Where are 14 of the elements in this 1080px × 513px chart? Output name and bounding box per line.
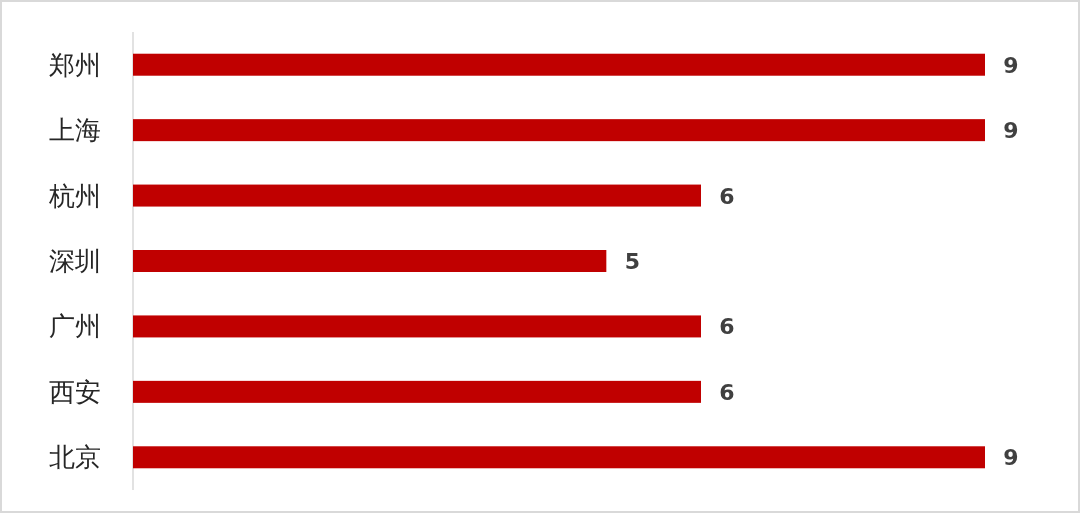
data-label: 9 bbox=[1003, 445, 1019, 471]
y-tick-label: 广州 bbox=[49, 311, 101, 342]
data-label: 5 bbox=[624, 249, 640, 274]
y-tick-label: 深圳 bbox=[49, 246, 101, 276]
data-label: 9 bbox=[1003, 52, 1019, 78]
y-tick-label: 西安 bbox=[49, 376, 101, 407]
y-tick-label: 北京 bbox=[49, 442, 101, 473]
y-tick-label: 杭州 bbox=[48, 180, 101, 211]
y-tick-label: 上海 bbox=[49, 115, 101, 146]
data-label: 9 bbox=[1003, 118, 1019, 144]
data-label: 6 bbox=[719, 379, 735, 405]
y-tick-label: 郑州 bbox=[49, 49, 101, 80]
data-label: 6 bbox=[719, 314, 735, 340]
data-label: 6 bbox=[719, 183, 735, 209]
